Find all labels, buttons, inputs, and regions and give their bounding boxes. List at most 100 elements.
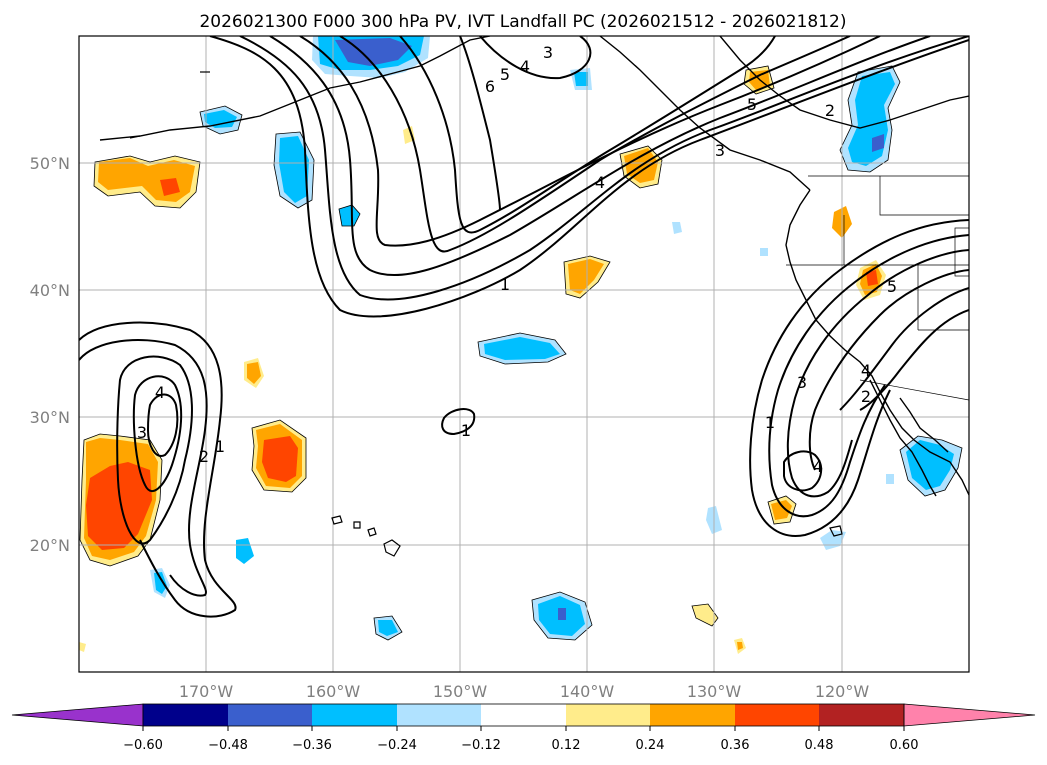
colorbar-bin xyxy=(143,704,228,726)
lon-tick-label: 130°W xyxy=(687,682,742,701)
hawaii-island xyxy=(383,539,401,557)
lon-tick-label: 150°W xyxy=(433,682,488,701)
colorbar-tick-label: 0.24 xyxy=(636,738,665,753)
canada-coast xyxy=(719,36,969,129)
contour-label: 6 xyxy=(485,77,495,96)
contour-label: 1 xyxy=(461,421,471,440)
colorbar-bin xyxy=(650,704,735,726)
map-frame xyxy=(78,35,970,673)
lat-tick-label: 50°N xyxy=(30,154,70,173)
ivt-contour xyxy=(339,36,851,253)
contour-label: 1 xyxy=(215,437,225,456)
pv-anomaly-negative xyxy=(204,110,237,128)
pv-shading xyxy=(79,36,962,654)
pv-outline xyxy=(899,435,963,497)
alaska-coast xyxy=(99,36,491,141)
colorbar-tick-label: 0.12 xyxy=(552,738,581,753)
pv-anomaly-positive xyxy=(262,436,298,482)
colorbar-bin xyxy=(228,704,312,726)
contour-label: 3 xyxy=(137,423,147,442)
pv-outline xyxy=(619,145,663,189)
contour-label: 4 xyxy=(861,361,871,380)
ivt-contour xyxy=(209,36,969,318)
ivt-contour xyxy=(399,36,776,234)
ivt-contour xyxy=(459,36,501,211)
colorbar-bin xyxy=(481,704,566,726)
pv-anomaly-positive xyxy=(568,259,604,294)
contour-label: 4 xyxy=(813,457,823,476)
pv-anomaly-negative xyxy=(484,337,560,360)
map-title: 2026021300 F000 300 hPa PV, IVT Landfall… xyxy=(199,12,846,32)
colorbar-bin xyxy=(566,704,650,726)
colorbar-tick-label: 0.60 xyxy=(890,738,919,753)
pv-anomaly-negative xyxy=(574,72,588,86)
pv-anomaly-positive xyxy=(737,642,743,650)
colorbar-bin xyxy=(819,704,904,726)
ivt-contours xyxy=(79,36,969,618)
state-border xyxy=(859,379,969,401)
islands xyxy=(129,71,843,557)
colorbar-bin xyxy=(735,704,819,726)
colorbar-extend-low xyxy=(11,703,144,727)
colorbar-bin xyxy=(312,704,397,726)
pv-anomaly-positive xyxy=(86,462,152,550)
north-america-coast xyxy=(785,189,969,496)
pv-outline xyxy=(373,615,403,641)
contour-label: 3 xyxy=(543,43,553,62)
pv-outline xyxy=(338,204,361,227)
colorbar-tick-label: −0.48 xyxy=(208,738,248,753)
pv-anomaly-positive xyxy=(160,178,180,196)
contour-label: 1 xyxy=(765,413,775,432)
hawaii-island xyxy=(331,515,343,525)
borders xyxy=(786,175,969,401)
island xyxy=(129,135,141,139)
lat-tick-labels: 50°N 40°N 30°N 20°N xyxy=(30,154,70,555)
lon-tick-labels: 170°W 160°W 150°W 140°W 130°W 120°W xyxy=(179,682,870,701)
pv-outline xyxy=(839,65,901,173)
colorbar-ticks xyxy=(142,726,905,731)
pv-anomaly-negative xyxy=(378,620,398,636)
ivt-contour xyxy=(116,355,193,545)
pv-anomaly-negative xyxy=(760,248,768,256)
island xyxy=(829,525,843,537)
lon-tick-label: 140°W xyxy=(560,682,615,701)
pv-outline xyxy=(767,495,797,525)
ivt-contour xyxy=(783,450,823,492)
pv-anomaly-negative xyxy=(558,608,566,620)
alaska-panhandle-coast xyxy=(599,36,811,191)
pv-anomaly-negative xyxy=(906,440,954,490)
colorbar-tick-label: −0.60 xyxy=(123,738,163,753)
ivt-contour xyxy=(79,339,208,597)
lon-tick-label: 170°W xyxy=(179,682,234,701)
contour-label: 2 xyxy=(199,447,209,466)
ivt-contour xyxy=(239,36,969,301)
pv-outline xyxy=(563,255,611,299)
lon-tick-label: 120°W xyxy=(815,682,870,701)
ivt-contour xyxy=(839,287,969,411)
pv-outline xyxy=(531,591,593,641)
ivt-contour xyxy=(269,36,931,277)
ivt-contour xyxy=(859,309,969,411)
colorbar-tick-label: 0.36 xyxy=(721,738,750,753)
pv-anomaly-negative xyxy=(872,134,884,152)
baja-coast xyxy=(869,379,937,497)
ivt-contour xyxy=(441,408,476,436)
pv-anomaly-positive xyxy=(79,642,86,652)
ivt-contour xyxy=(786,249,969,498)
pv-outline xyxy=(477,332,567,365)
contour-label: 3 xyxy=(797,373,807,392)
pv-outline xyxy=(273,131,315,209)
contour-label: 4 xyxy=(520,57,530,76)
contour-labels: 1 4 3 5 2 3 4 5 6 1 4 3 2 1 1 3 4 2 4 5 xyxy=(137,43,897,476)
hawaii-island xyxy=(353,521,361,529)
ivt-contour xyxy=(768,234,969,518)
colorbar-extend-high xyxy=(903,703,1036,727)
coastlines xyxy=(99,36,969,497)
contour-label: 5 xyxy=(747,95,757,114)
pv-outline xyxy=(743,65,775,95)
pv-anomaly-positive xyxy=(866,270,878,286)
contour-label: 5 xyxy=(500,65,510,84)
contour-label: 4 xyxy=(595,173,605,192)
contour-label: 2 xyxy=(825,101,835,120)
